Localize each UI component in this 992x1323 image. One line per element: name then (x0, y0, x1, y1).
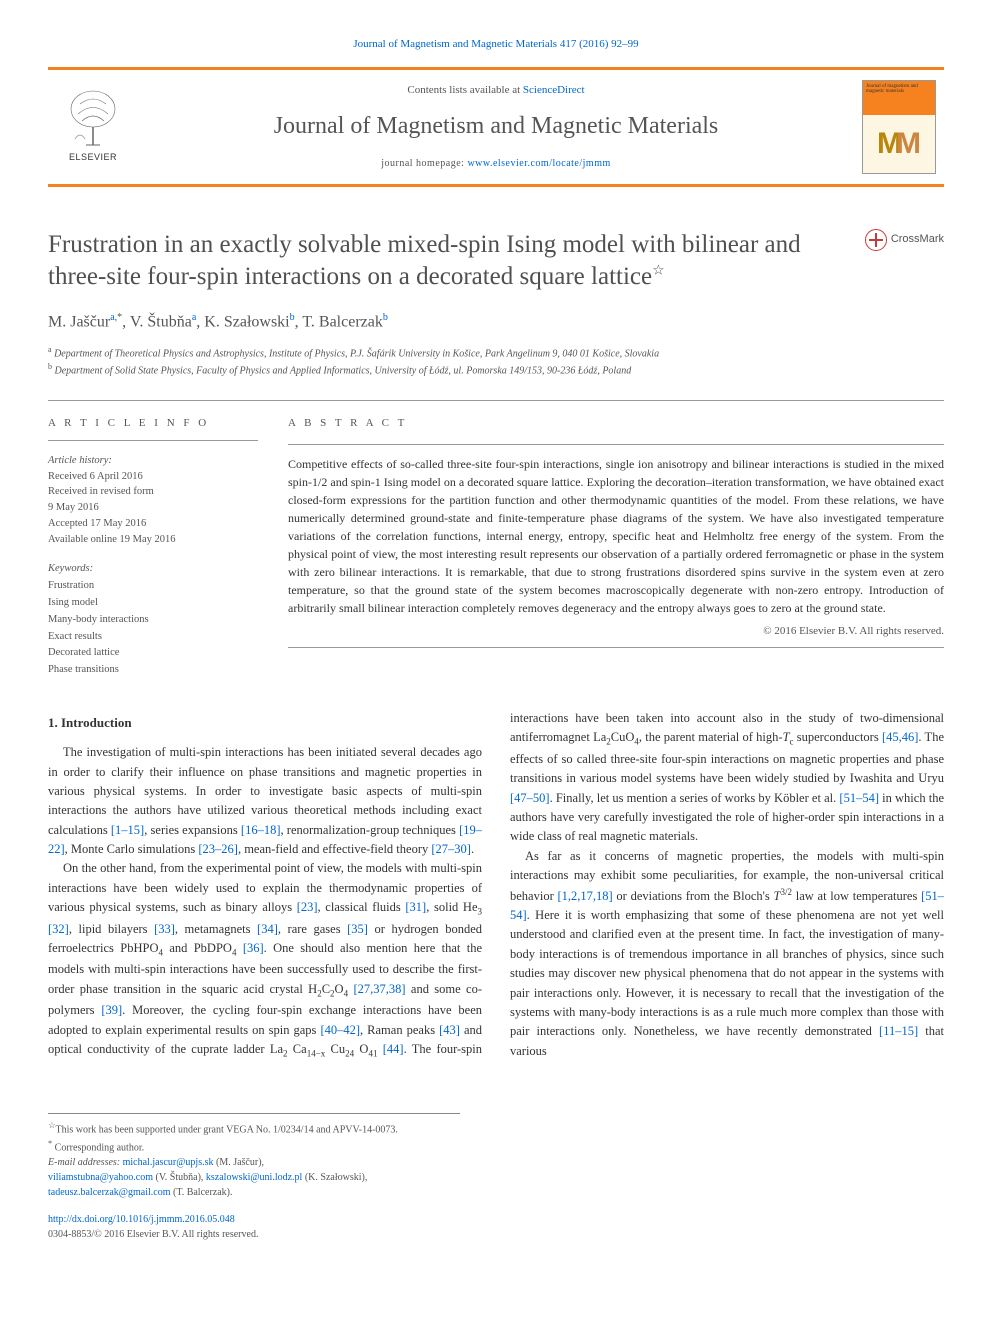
funding-note: This work has been supported under grant… (55, 1125, 397, 1136)
citation-link[interactable]: [23–26] (198, 842, 238, 856)
citation-link[interactable]: [32] (48, 922, 69, 936)
section-heading-introduction: 1. Introduction (48, 713, 482, 733)
citation-link[interactable]: [1–15] (111, 823, 144, 837)
doi-link[interactable]: http://dx.doi.org/10.1016/j.jmmm.2016.05… (48, 1214, 235, 1225)
cover-title-strip: Journal of magnetism and magnetic materi… (863, 81, 935, 115)
homepage-line: journal homepage: www.elsevier.com/locat… (144, 156, 848, 171)
citation-link[interactable]: [51–54] (839, 791, 879, 805)
affiliations: a Department of Theoretical Physics and … (48, 344, 944, 379)
abstract-column: a b s t r a c t Competitive effects of s… (288, 415, 944, 679)
author-email-link[interactable]: tadeusz.balcerzak@gmail.com (48, 1187, 171, 1198)
keywords-label: Keywords: (48, 563, 93, 574)
running-header-link[interactable]: Journal of Magnetism and Magnetic Materi… (353, 38, 638, 50)
citation-link[interactable]: [44] (383, 1042, 404, 1056)
citation-link[interactable]: [39] (101, 1003, 122, 1017)
divider-rule-1 (48, 400, 944, 401)
history-line: Available online 19 May 2016 (48, 534, 176, 545)
title-footnote-mark: ☆ (652, 264, 665, 279)
crossmark-badge[interactable]: CrossMark (865, 229, 944, 251)
keyword: Phase transitions (48, 664, 119, 675)
author-email-link[interactable]: michal.jascur@upjs.sk (123, 1157, 214, 1168)
crossmark-label: CrossMark (891, 231, 944, 248)
citation-link[interactable]: [47–50] (510, 791, 550, 805)
history-line: Received 6 April 2016 (48, 471, 143, 482)
author-email-link[interactable]: viliamstubna@yahoo.com (48, 1172, 153, 1183)
sciencedirect-link[interactable]: ScienceDirect (523, 84, 585, 96)
footnotes-block: ☆This work has been supported under gran… (48, 1113, 460, 1242)
citation-link[interactable]: [27–30] (431, 842, 471, 856)
citation-link[interactable]: [11–15] (879, 1024, 918, 1038)
citation-link[interactable]: [23] (297, 900, 318, 914)
abstract-copyright: © 2016 Elsevier B.V. All rights reserved… (288, 623, 944, 640)
citation-link[interactable]: [27,37,38] (353, 982, 405, 996)
citation-link[interactable]: [33] (154, 922, 175, 936)
keyword: Exact results (48, 631, 102, 642)
citation-link[interactable]: [35] (347, 922, 368, 936)
keyword: Ising model (48, 597, 98, 608)
citation-link[interactable]: [34] (257, 922, 278, 936)
citation-link[interactable]: [43] (439, 1023, 460, 1037)
authors-line: M. Jaščura,*, V. Štubňaa, K. Szałowskib,… (48, 310, 944, 334)
citation-link[interactable]: [36] (243, 941, 264, 955)
history-line: 9 May 2016 (48, 502, 99, 513)
author-email-link[interactable]: kszalowski@uni.lodz.pl (206, 1172, 302, 1183)
history-line: Accepted 17 May 2016 (48, 518, 146, 529)
body-paragraph: The investigation of multi-spin interact… (48, 743, 482, 859)
citation-link[interactable]: [45,46] (882, 730, 918, 744)
body-paragraph: As far as it concerns of magnetic proper… (510, 847, 944, 1061)
citation-link[interactable]: [31] (405, 900, 426, 914)
article-info-heading: a r t i c l e i n f o (48, 415, 258, 441)
elsevier-logo: ELSEVIER (56, 83, 130, 171)
journal-homepage-link[interactable]: www.elsevier.com/locate/jmmm (467, 158, 610, 169)
corresponding-author-note: Corresponding author. (55, 1142, 144, 1153)
article-title: Frustration in an exactly solvable mixed… (48, 229, 853, 294)
issn-copyright: 0304-8853/© 2016 Elsevier B.V. All right… (48, 1229, 258, 1240)
email-label: E-mail addresses: (48, 1157, 123, 1168)
article-body-columns: 1. Introduction The investigation of mul… (48, 709, 944, 1061)
article-info-column: a r t i c l e i n f o Article history: R… (48, 415, 258, 679)
keyword: Decorated lattice (48, 647, 119, 658)
abstract-heading: a b s t r a c t (288, 415, 944, 432)
contents-line: Contents lists available at ScienceDirec… (144, 82, 848, 99)
journal-name: Journal of Magnetism and Magnetic Materi… (144, 108, 848, 144)
cover-mm-icon-2: M (896, 121, 921, 166)
citation-link[interactable]: [40–42] (320, 1023, 360, 1037)
citation-link[interactable]: [1,2,17,18] (557, 889, 612, 903)
citation-link[interactable]: [16–18] (241, 823, 281, 837)
elsevier-tree-icon (60, 89, 126, 147)
journal-cover-thumb: Journal of magnetism and magnetic materi… (862, 80, 936, 174)
running-header: Journal of Magnetism and Magnetic Materi… (48, 36, 944, 53)
elsevier-wordmark: ELSEVIER (69, 151, 117, 165)
masthead-center: Contents lists available at ScienceDirec… (144, 82, 848, 172)
abstract-text: Competitive effects of so-called three-s… (288, 455, 944, 617)
masthead: ELSEVIER Contents lists available at Sci… (48, 67, 944, 187)
crossmark-icon (865, 229, 887, 251)
keyword: Many-body interactions (48, 614, 149, 625)
keyword: Frustration (48, 580, 94, 591)
history-line: Received in revised form (48, 486, 154, 497)
article-history-label: Article history: (48, 455, 112, 466)
